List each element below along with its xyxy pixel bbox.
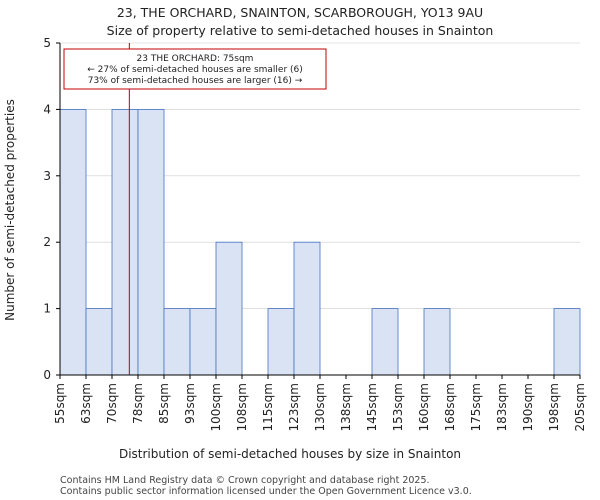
annotation-frame — [63, 48, 327, 90]
annotation-line2: ← 27% of semi-detached houses are smalle… — [87, 65, 303, 75]
x-tick-label: 85sqm — [157, 383, 171, 424]
annotation-line1: 23 THE ORCHARD: 75sqm — [137, 54, 254, 64]
x-tick-label: 138sqm — [339, 383, 353, 431]
bar-100sqm — [215, 241, 243, 376]
bar-55sqm — [59, 109, 87, 376]
x-tick-label: 78sqm — [131, 383, 145, 424]
y-tick-label: 2 — [43, 235, 51, 249]
x-tick-label: 123sqm — [287, 383, 301, 431]
x-tick-label: 115sqm — [261, 383, 275, 431]
bar-198sqm — [553, 308, 581, 376]
x-tick-label: 145sqm — [365, 383, 379, 431]
bar-145sqm — [371, 308, 399, 376]
y-tick-label: 5 — [43, 36, 51, 50]
x-ticks: 55sqm 63sqm 70sqm 78sqm 85sqm 93sqm 100sqm 108s… — [53, 375, 587, 431]
chart-title-line2: Size of property relative to semi-detach… — [107, 23, 494, 38]
x-tick-label: 100sqm — [209, 383, 223, 431]
x-tick-label: 153sqm — [391, 383, 405, 431]
bar-115sqm — [267, 308, 295, 376]
x-tick-label: 160sqm — [417, 383, 431, 431]
x-tick-label: 63sqm — [79, 383, 93, 424]
x-tick-label: 70sqm — [105, 383, 119, 424]
annotation-line3: 73% of semi-detached houses are larger (… — [88, 76, 303, 86]
x-tick-label: 108sqm — [235, 383, 249, 431]
y-ticks: 0 1 2 3 4 5 — [43, 36, 60, 382]
y-axis-label: Number of semi-detached properties — [3, 99, 17, 321]
x-tick-label: 183sqm — [495, 383, 509, 431]
x-tick-label: 190sqm — [521, 383, 535, 431]
chart-title-line1: 23, THE ORCHARD, SNAINTON, SCARBOROUGH, … — [117, 5, 483, 20]
footer-line2: Contains public sector information licen… — [60, 486, 472, 497]
x-axis-label: Distribution of semi-detached houses by … — [119, 447, 461, 461]
x-tick-label: 175sqm — [469, 383, 483, 431]
x-tick-label: 205sqm — [573, 383, 587, 431]
x-tick-label: 93sqm — [183, 383, 197, 424]
bar-93sqm — [189, 308, 217, 376]
y-tick-label: 1 — [43, 302, 51, 316]
footer-line1: Contains HM Land Registry data © Crown c… — [60, 475, 430, 486]
x-tick-label: 168sqm — [443, 383, 457, 431]
x-tick-label: 198sqm — [547, 383, 561, 431]
x-tick-label: 130sqm — [313, 383, 327, 431]
bar-160sqm — [423, 308, 451, 376]
y-tick-label: 4 — [43, 102, 51, 116]
x-tick-label: 55sqm — [53, 383, 67, 424]
bar-85sqm — [163, 308, 191, 376]
bar-70sqm — [111, 109, 139, 376]
bar-123sqm — [293, 241, 321, 376]
y-tick-label: 0 — [43, 368, 51, 382]
annotation-box: 23 THE ORCHARD: 75sqm ← 27% of semi-deta… — [63, 48, 327, 90]
bar-63sqm — [85, 308, 113, 376]
y-tick-label: 3 — [43, 169, 51, 183]
bar-78sqm — [137, 109, 165, 376]
bars — [59, 109, 581, 376]
